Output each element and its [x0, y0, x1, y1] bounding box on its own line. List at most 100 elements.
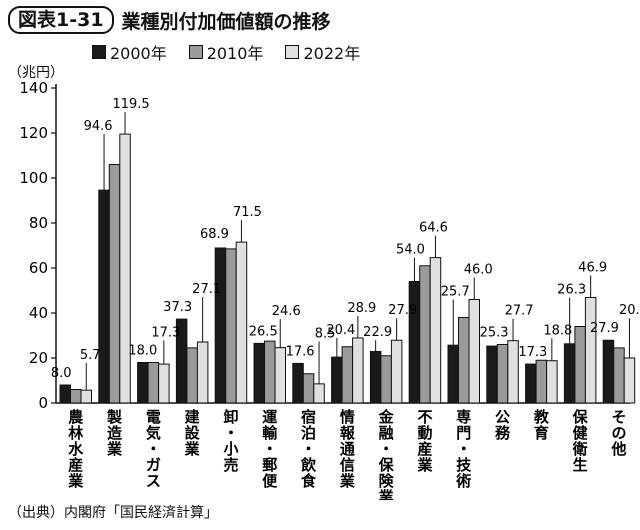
- bar-13-series-2: [535, 359, 548, 404]
- legend-label-2000: 2000年: [110, 44, 167, 63]
- data-label-11-2: 46.0: [464, 263, 493, 278]
- bar-3-series-2: [147, 362, 160, 404]
- category-label-3-char-3: ・: [146, 440, 161, 458]
- category-label-5-char-1: 卸: [223, 408, 238, 426]
- category-label-15-char-2: の: [611, 424, 626, 442]
- bar-11-series-3: [468, 299, 480, 404]
- category-label-6-char-2: 輸: [262, 424, 278, 442]
- data-label-10-2: 64.6: [419, 221, 448, 236]
- bar-4-series-3: [196, 341, 209, 404]
- legend-label-2022: 2022年: [303, 44, 361, 63]
- bar-3-series-1: [137, 362, 149, 404]
- category-label-12-char-2: 務: [495, 424, 511, 442]
- data-label-6-2: 24.6: [272, 304, 301, 319]
- category-label-1-char-4: 産: [68, 456, 83, 474]
- category-label-2-char-1: 製: [106, 408, 122, 426]
- category-label-10-char-2: 動: [417, 424, 432, 442]
- category-label-3-char-2: 気: [146, 424, 161, 442]
- bar-13-series-1: [525, 363, 537, 404]
- category-label-9-char-5: 険: [379, 472, 395, 490]
- category-label-7-char-4: 飲: [300, 456, 317, 474]
- category-label-14-char-3: 衛: [572, 440, 588, 458]
- y-axis-unit: （兆円）: [8, 65, 64, 81]
- bar-5-series-2: [225, 248, 237, 404]
- bar-10-series-2: [419, 265, 431, 404]
- bar-8-series-3: [352, 337, 364, 404]
- bar-12-series-1: [486, 345, 498, 404]
- data-label-3-1: 18.0: [128, 344, 157, 359]
- source-note: （出典）内閣府「国民経済計算」: [8, 505, 218, 521]
- bar-15-series-3: [623, 357, 636, 404]
- bar-8-series-2: [341, 346, 354, 404]
- category-label-3-char-1: 電: [146, 408, 161, 426]
- y-tick-label-60: 60: [29, 259, 48, 277]
- bar-6-series-1: [253, 342, 265, 404]
- category-label-13-char-1: 教: [533, 408, 550, 426]
- data-label-3-2: 17.3: [151, 326, 180, 341]
- data-label-2-2: 119.5: [112, 97, 149, 112]
- bar-10-series-1: [408, 281, 421, 404]
- data-label-13-2: 18.8: [543, 323, 572, 338]
- data-label-12-2: 27.7: [505, 304, 534, 319]
- bar-1-series-3: [80, 389, 92, 404]
- data-label-8-1: 20.4: [326, 323, 355, 338]
- chart-title: 業種別付加価値額の推移: [121, 10, 331, 33]
- data-label-8-2: 28.9: [347, 301, 376, 316]
- category-label-7-char-5: 食: [301, 472, 317, 490]
- bar-9-series-1: [369, 350, 382, 404]
- legend-item-2010: 2010年: [188, 40, 263, 64]
- bar-3-series-3: [158, 363, 170, 404]
- category-label-1-char-3: 水: [68, 440, 84, 458]
- category-label-8-char-3: 通: [340, 440, 355, 458]
- chart-header: 図表1-31 業種別付加価値額の推移: [8, 6, 331, 34]
- bar-1-series-2: [70, 389, 82, 404]
- data-label-5-2: 71.5: [233, 205, 262, 220]
- bar-6-series-3: [274, 347, 286, 404]
- category-label-8-char-1: 情: [340, 408, 355, 426]
- data-label-14-2: 46.9: [578, 260, 607, 275]
- legend-swatch-2022: [285, 45, 300, 59]
- category-label-3-char-5: ス: [146, 472, 161, 490]
- category-label-6-char-1: 運: [262, 408, 278, 426]
- bar-5-series-1: [214, 247, 227, 404]
- category-label-5-char-3: 小: [223, 440, 238, 458]
- y-tick-label-140: 140: [19, 79, 48, 97]
- category-label-2-char-3: 業: [106, 440, 123, 458]
- category-label-8-char-2: 報: [340, 424, 356, 442]
- data-label-15-1: 27.9: [590, 321, 619, 336]
- y-tick-label-0: 0: [38, 394, 48, 412]
- legend: 2000年 2010年 2022年: [92, 40, 360, 64]
- data-label-4-2: 27.1: [192, 282, 221, 297]
- bar-12-series-2: [496, 344, 509, 404]
- data-label-14-1: 26.3: [557, 282, 586, 297]
- data-label-7-2: 8.5: [315, 326, 336, 341]
- category-label-3-char-4: ガ: [146, 456, 161, 474]
- bar-14-series-3: [584, 296, 597, 404]
- bar-13-series-3: [546, 360, 558, 404]
- category-label-1-char-1: 農: [68, 408, 83, 426]
- category-label-6-char-5: 便: [262, 472, 278, 490]
- figure-badge: 図表1-31: [8, 6, 114, 34]
- bar-9-series-2: [380, 355, 392, 404]
- category-label-4-char-1: 建: [185, 408, 201, 426]
- category-label-1-char-5: 業: [67, 472, 84, 490]
- category-label-6-char-4: 郵: [262, 456, 277, 474]
- y-tick-label-40: 40: [29, 304, 48, 322]
- category-label-7-char-1: 宿: [301, 408, 316, 426]
- category-label-1-char-2: 林: [68, 424, 84, 442]
- category-label-9-char-1: 金: [378, 408, 395, 426]
- category-label-15-char-3: 他: [610, 440, 626, 458]
- bar-7-series-1: [292, 362, 304, 404]
- bar-11-series-2: [458, 317, 470, 404]
- bar-4-series-2: [186, 347, 198, 404]
- bar-9-series-3: [390, 339, 403, 404]
- category-label-9-char-4: 保: [378, 456, 395, 474]
- bar-2-series-1: [98, 189, 110, 404]
- category-label-11-char-5: 術: [455, 472, 471, 490]
- bar-7-series-2: [302, 373, 315, 404]
- data-label-10-1: 54.0: [396, 243, 425, 258]
- data-label-1-1: 8.0: [51, 366, 72, 381]
- data-label-1-2: 5.7: [80, 348, 101, 363]
- legend-item-2000: 2000年: [92, 40, 167, 64]
- bar-chart: 020406080100120140農林水産業製造業電気・ガス建設業卸・小売運輸…: [19, 79, 640, 500]
